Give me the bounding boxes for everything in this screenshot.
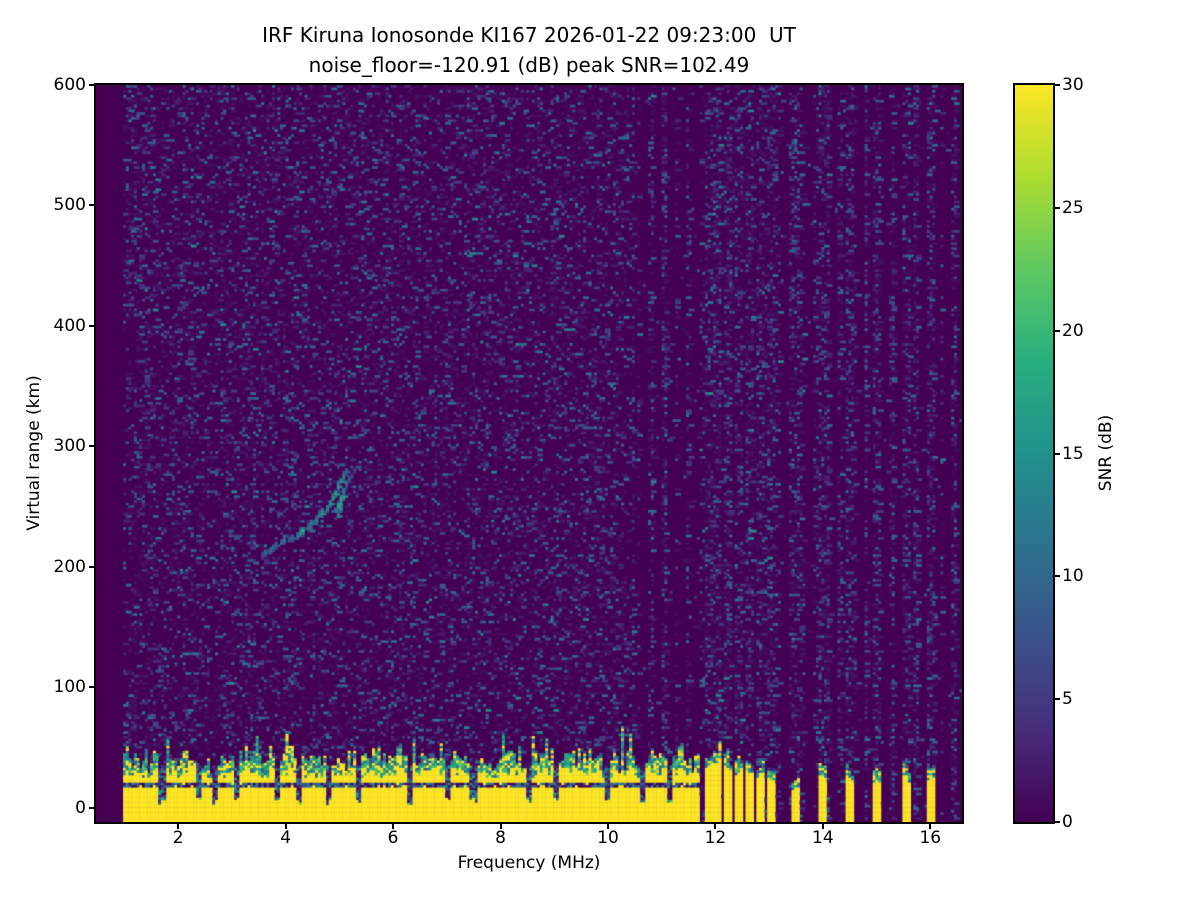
x-tick-mark-14 — [821, 824, 824, 829]
y-tick-label-100: 100 — [53, 677, 86, 698]
y-tick-label-300: 300 — [53, 436, 86, 457]
colorbar-tick-mark-10 — [1055, 575, 1060, 578]
x-tick-label-10: 10 — [597, 828, 619, 848]
colorbar-tick-mark-0 — [1055, 821, 1060, 823]
ionogram-heatmap-canvas — [96, 85, 962, 822]
y-tick-mark-600 — [89, 84, 94, 86]
x-tick-mark-2 — [177, 824, 180, 829]
colorbar-tick-mark-15 — [1055, 452, 1060, 455]
colorbar — [1013, 83, 1055, 824]
colorbar-tick-label-5: 5 — [1062, 689, 1073, 710]
x-tick-label-4: 4 — [280, 828, 292, 848]
x-tick-mark-8 — [499, 824, 502, 829]
y-tick-mark-100 — [89, 686, 94, 689]
colorbar-tick-label-0: 0 — [1062, 812, 1073, 832]
x-axis-label: Frequency (MHz) — [457, 853, 601, 873]
x-tick-label-12: 12 — [704, 828, 727, 848]
plot-area-border — [94, 83, 964, 824]
colorbar-tick-label-10: 10 — [1062, 566, 1084, 587]
x-tick-mark-10 — [606, 824, 609, 829]
y-tick-label-400: 400 — [53, 315, 86, 336]
y-tick-label-0: 0 — [75, 797, 86, 818]
x-tick-mark-16 — [929, 824, 932, 829]
x-tick-label-14: 14 — [812, 828, 834, 848]
x-tick-label-2: 2 — [172, 828, 184, 848]
y-tick-mark-200 — [89, 565, 94, 568]
y-tick-mark-300 — [89, 445, 94, 448]
x-tick-label-16: 16 — [919, 828, 942, 848]
x-tick-label-8: 8 — [495, 828, 506, 848]
x-tick-mark-6 — [392, 824, 395, 829]
x-tick-mark-4 — [284, 824, 287, 829]
colorbar-gradient — [1015, 85, 1053, 822]
y-tick-mark-400 — [89, 324, 94, 327]
y-tick-mark-500 — [89, 204, 94, 207]
title-line-2: noise_floor=-120.91 (dB) peak SNR=102.49 — [308, 53, 750, 77]
y-tick-label-500: 500 — [53, 195, 86, 216]
colorbar-tick-mark-5 — [1055, 698, 1060, 701]
colorbar-tick-mark-25 — [1055, 206, 1060, 209]
colorbar-tick-label-30: 30 — [1062, 75, 1084, 95]
y-tick-label-200: 200 — [53, 556, 86, 577]
x-tick-mark-12 — [714, 824, 717, 829]
colorbar-tick-mark-30 — [1055, 84, 1060, 86]
colorbar-tick-label-15: 15 — [1062, 443, 1084, 464]
x-tick-label-6: 6 — [387, 828, 399, 848]
title-line-1: IRF Kiruna Ionosonde KI167 2026-01-22 09… — [262, 23, 796, 47]
y-tick-mark-0 — [89, 806, 94, 809]
colorbar-tick-label-25: 25 — [1062, 197, 1084, 218]
y-tick-label-600: 600 — [53, 75, 86, 95]
colorbar-tick-label-20: 20 — [1062, 320, 1084, 341]
colorbar-label: SNR (dB) — [1096, 414, 1116, 492]
colorbar-tick-mark-20 — [1055, 329, 1060, 332]
